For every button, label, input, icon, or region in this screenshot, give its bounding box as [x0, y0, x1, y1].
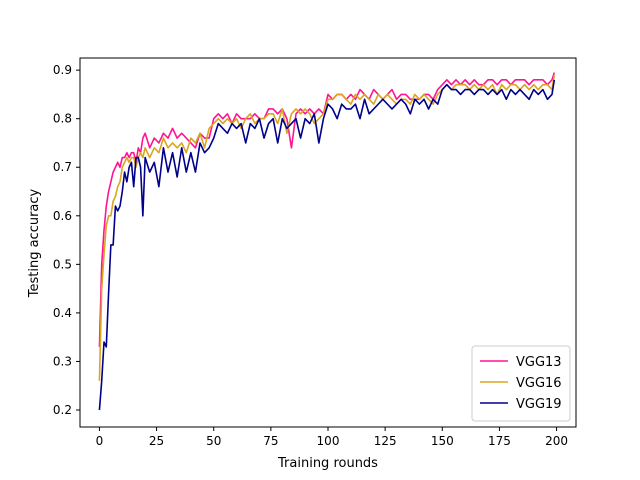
y-tick-label: 0.6	[53, 209, 72, 223]
y-tick-label: 0.7	[53, 160, 72, 174]
y-tick-label: 0.9	[53, 63, 72, 77]
x-axis-ticks: 0 25 50 75 100 125 150 175 200	[96, 427, 568, 448]
y-tick-label: 0.5	[53, 257, 72, 271]
series-line-vgg16	[98, 74, 556, 381]
y-tick-label: 0.4	[53, 306, 72, 320]
y-axis-label: Testing accuracy	[27, 188, 42, 298]
series-line-vgg19	[98, 79, 556, 411]
legend-label-vgg16: VGG16	[516, 376, 562, 391]
legend: VGG13 VGG16 VGG19	[471, 345, 571, 422]
y-tick-label: 0.3	[53, 354, 72, 368]
y-tick-label: 0.2	[53, 403, 72, 417]
x-tick-label: 0	[96, 434, 104, 448]
y-axis-ticks: 0.2 0.3 0.4 0.5 0.6 0.7 0.8 0.9	[53, 63, 80, 417]
x-tick-label: 200	[545, 434, 568, 448]
x-tick-label: 75	[263, 434, 278, 448]
series-layer	[98, 72, 556, 411]
x-tick-label: 125	[374, 434, 397, 448]
legend-label-vgg13: VGG13	[516, 355, 562, 370]
legend-label-vgg19: VGG19	[516, 397, 562, 412]
x-tick-label: 50	[206, 434, 221, 448]
y-tick-label: 0.8	[53, 112, 72, 126]
x-tick-label: 150	[431, 434, 454, 448]
x-tick-label: 175	[488, 434, 511, 448]
series-line-vgg13	[98, 72, 556, 347]
x-tick-label: 25	[149, 434, 164, 448]
x-axis-label: Training rounds	[277, 456, 378, 471]
x-tick-label: 100	[317, 434, 340, 448]
